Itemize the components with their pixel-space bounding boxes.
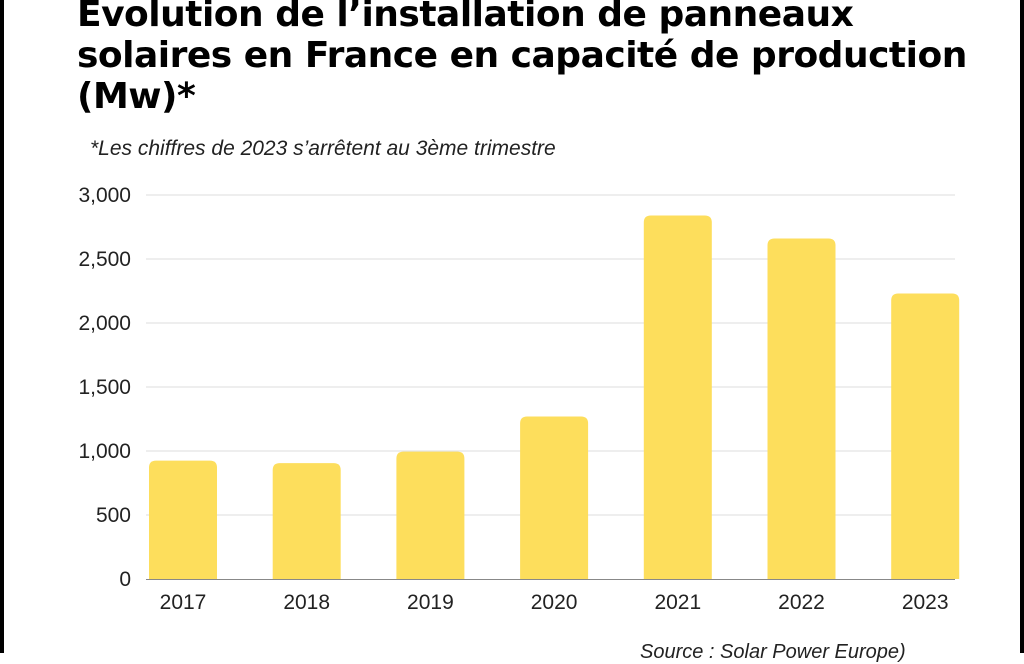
y-tick-label: 500 <box>96 504 131 527</box>
y-tick-label: 3,000 <box>78 184 131 207</box>
x-tick-label-2019: 2019 <box>407 591 454 614</box>
bar-2023 <box>891 293 960 579</box>
source-note: Source : Solar Power Europe) <box>640 641 906 663</box>
bar-2022 <box>767 238 836 579</box>
x-tick-label-2023: 2023 <box>902 591 949 614</box>
y-tick-label: 1,500 <box>78 376 131 399</box>
x-tick-label-2017: 2017 <box>160 591 207 614</box>
bar-2018 <box>272 463 341 579</box>
y-tick-label: 2,500 <box>78 248 131 271</box>
bar-2020 <box>520 416 589 579</box>
y-tick-label: 1,000 <box>78 440 131 463</box>
x-axis-tick-labels: 2017 2018 2019 2020 2021 2022 2023 <box>160 591 949 614</box>
bar-2019 <box>396 451 465 579</box>
chart-title: Évolution de l’installation de panneaux … <box>77 0 967 117</box>
x-tick-label-2018: 2018 <box>283 591 330 614</box>
y-axis-tick-labels: 0 500 1,000 1,500 2,000 2,500 3,000 <box>78 184 131 591</box>
y-tick-label: 0 <box>119 568 131 591</box>
chart-subtitle: *Les chiffres de 2023 s’arrêtent au 3ème… <box>90 137 556 160</box>
x-tick-label-2021: 2021 <box>654 591 701 614</box>
x-tick-label-2022: 2022 <box>778 591 825 614</box>
x-tick-label-2020: 2020 <box>531 591 578 614</box>
bars <box>149 215 960 580</box>
bar-2021 <box>643 215 712 580</box>
bar-2017 <box>149 460 217 579</box>
y-tick-label: 2,000 <box>78 312 131 335</box>
